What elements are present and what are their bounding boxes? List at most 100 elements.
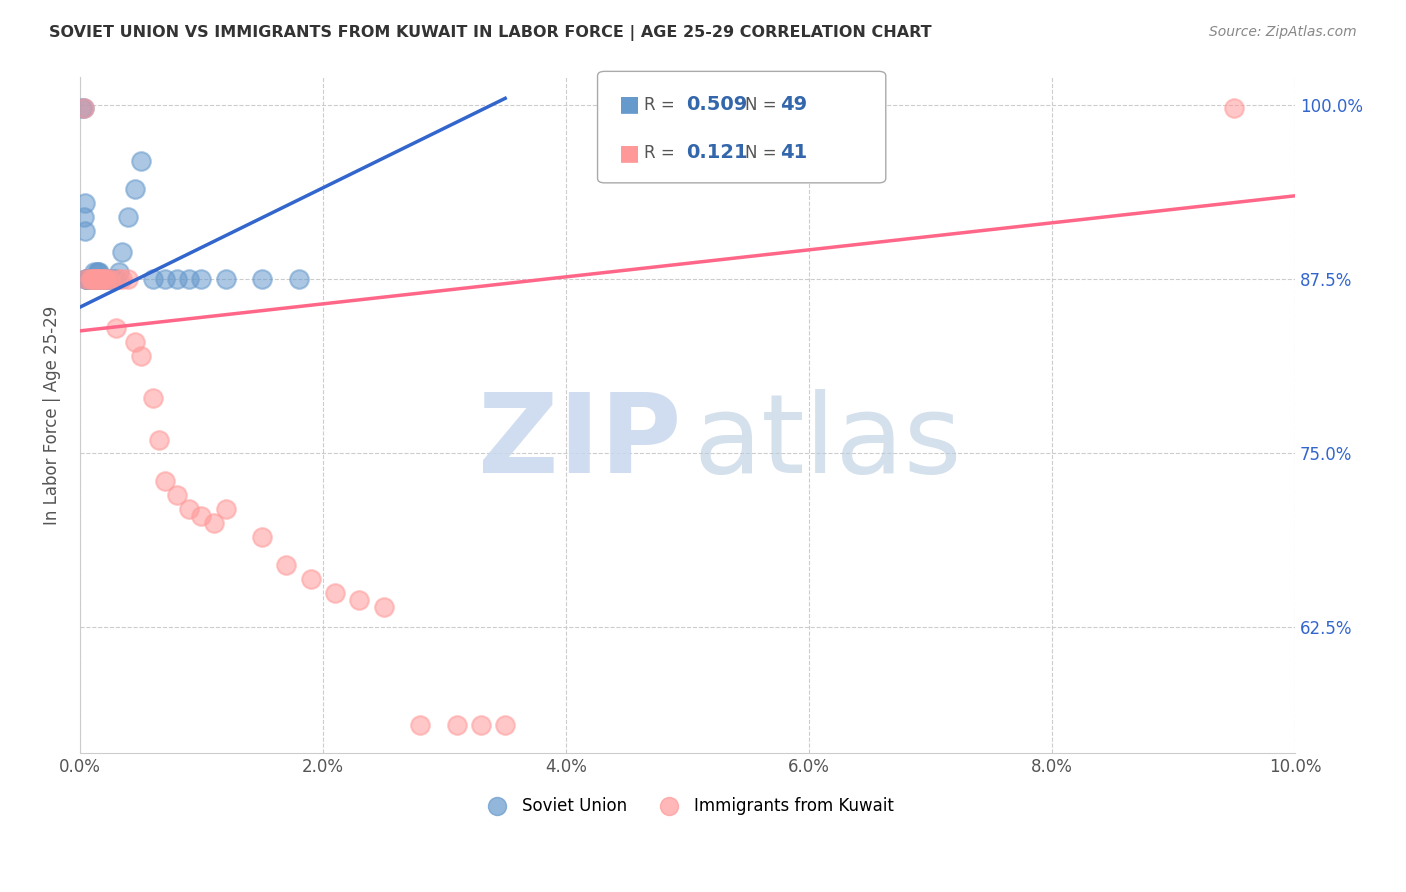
Text: atlas: atlas [693, 389, 962, 496]
Point [76, 272, 98, 286]
Point [89, 272, 111, 286]
Text: SOVIET UNION VS IMMIGRANTS FROM KUWAIT IN LABOR FORCE | AGE 25-29 CORRELATION CH: SOVIET UNION VS IMMIGRANTS FROM KUWAIT I… [49, 25, 932, 41]
Point [153, 475, 176, 489]
Text: R =: R = [644, 144, 681, 161]
Point [96, 272, 118, 286]
Point [80, 272, 103, 286]
Point [75, 272, 97, 286]
Point [75, 272, 97, 286]
Point [84, 272, 107, 286]
Point [142, 391, 165, 405]
Text: R =: R = [644, 95, 681, 113]
Point [470, 718, 492, 732]
Point [89, 265, 111, 279]
Point [93, 272, 115, 286]
Point [87, 272, 110, 286]
Point [72, 101, 94, 115]
Point [190, 272, 212, 286]
Point [80, 272, 103, 286]
Point [124, 334, 146, 349]
Text: Source: ZipAtlas.com: Source: ZipAtlas.com [1209, 25, 1357, 39]
Point [101, 272, 124, 286]
Text: 0.121: 0.121 [686, 144, 748, 162]
Point [86, 272, 108, 286]
Point [73, 195, 96, 210]
Point [373, 599, 395, 614]
Point [179, 502, 201, 516]
Point [142, 272, 165, 286]
Point [72, 101, 94, 115]
Point [166, 488, 188, 502]
Point [250, 272, 273, 286]
Point [80, 272, 103, 286]
Point [105, 272, 128, 286]
Point [107, 272, 129, 286]
Point [75, 272, 97, 286]
Text: ZIP: ZIP [478, 389, 682, 496]
Point [215, 272, 238, 286]
Point [84, 272, 107, 286]
Point [89, 272, 111, 286]
Point [79, 272, 101, 286]
Point [77, 272, 100, 286]
Point [98, 272, 121, 286]
Point [287, 272, 309, 286]
Point [323, 585, 346, 599]
Point [96, 272, 118, 286]
Text: 0.509: 0.509 [686, 95, 748, 114]
Point [80, 272, 103, 286]
Point [93, 272, 115, 286]
Point [111, 272, 134, 286]
Point [79, 272, 101, 286]
Text: ■: ■ [619, 143, 640, 162]
Point [86, 265, 108, 279]
Legend: Soviet Union, Immigrants from Kuwait: Soviet Union, Immigrants from Kuwait [474, 791, 901, 822]
Point [72, 101, 94, 115]
Point [87, 272, 110, 286]
Point [129, 153, 152, 168]
Point [87, 265, 110, 279]
Point [117, 210, 139, 224]
Point [90, 272, 112, 286]
Point [148, 433, 170, 447]
Point [83, 272, 105, 286]
Point [89, 272, 111, 286]
Point [117, 272, 139, 286]
Text: N =: N = [745, 144, 782, 161]
Point [97, 272, 120, 286]
Point [89, 272, 111, 286]
Point [349, 592, 371, 607]
Point [98, 272, 121, 286]
Text: N =: N = [745, 95, 782, 113]
Y-axis label: In Labor Force | Age 25-29: In Labor Force | Age 25-29 [44, 305, 60, 524]
Point [153, 272, 176, 286]
Point [166, 272, 188, 286]
Point [215, 502, 238, 516]
Point [1223, 101, 1246, 115]
Point [202, 516, 225, 530]
Point [179, 272, 201, 286]
Point [111, 244, 134, 259]
Point [124, 182, 146, 196]
Point [107, 265, 129, 279]
Point [84, 272, 107, 286]
Point [190, 509, 212, 524]
Point [77, 272, 100, 286]
Point [409, 718, 432, 732]
Point [83, 272, 105, 286]
Point [83, 265, 105, 279]
Point [446, 718, 468, 732]
Point [494, 718, 516, 732]
Point [250, 530, 273, 544]
Point [80, 272, 103, 286]
Point [93, 272, 115, 286]
Point [79, 272, 101, 286]
Point [80, 272, 103, 286]
Point [90, 272, 112, 286]
Point [91, 272, 114, 286]
Text: ■: ■ [619, 95, 640, 114]
Point [76, 272, 98, 286]
Point [72, 210, 94, 224]
Point [129, 349, 152, 363]
Point [93, 272, 115, 286]
